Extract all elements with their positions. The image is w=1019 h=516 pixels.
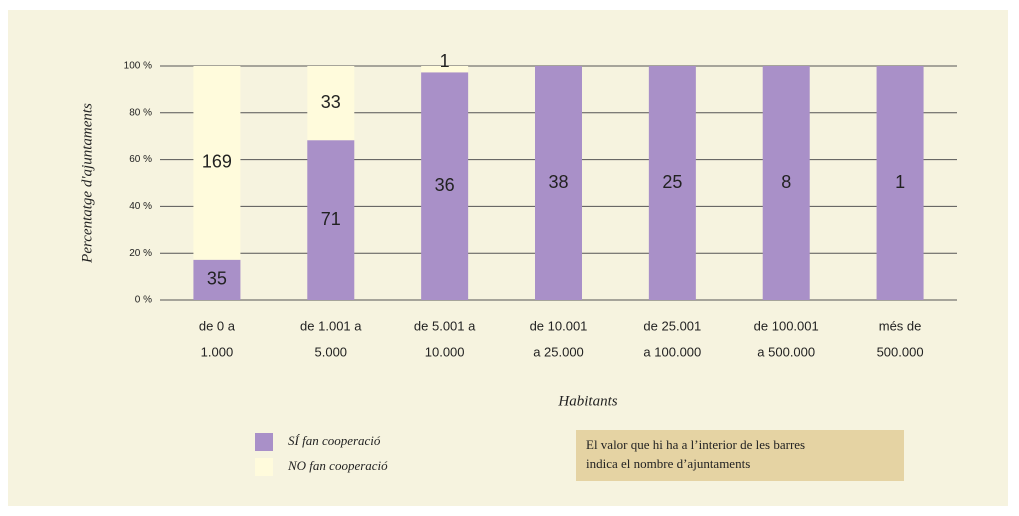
count-label: 36 — [435, 175, 455, 195]
count-label: 35 — [207, 269, 227, 289]
panel — [8, 10, 1008, 506]
y-tick-label: 0 % — [135, 295, 152, 306]
legend-label: NO fan cooperació — [287, 458, 388, 473]
x-tick-label: de 1.001 a — [300, 318, 362, 333]
bar-segment — [421, 66, 469, 73]
x-tick-label: de 5.001 a — [414, 318, 476, 333]
count-label: 1 — [440, 51, 450, 71]
x-tick-label: de 10.001 — [530, 318, 588, 333]
x-tick-label: de 25.001 — [643, 318, 701, 333]
x-tick-label: a 500.000 — [757, 344, 815, 359]
y-tick-label: 40 % — [129, 201, 152, 212]
note: indica el nombre d’ajuntaments — [586, 456, 750, 471]
legend-swatch — [255, 433, 273, 451]
note: El valor que hi ha a l’interior de les b… — [586, 437, 805, 452]
count-label: 33 — [321, 92, 341, 112]
y-tick-label: 100 % — [124, 61, 152, 72]
legend-label: SÍ fan cooperació — [288, 433, 381, 448]
bar-segment — [648, 66, 696, 300]
legend-swatch — [255, 458, 273, 476]
y-tick-label: 20 % — [129, 248, 152, 259]
count-label: 8 — [781, 172, 791, 192]
bar-segment — [193, 259, 241, 300]
x-tick-label: de 0 a — [199, 318, 236, 333]
y-axis-label: Percentatge d'ajuntaments — [79, 103, 95, 264]
bar-segment — [307, 140, 355, 300]
x-tick-label: 500.000 — [877, 344, 924, 359]
bar-segment — [762, 66, 810, 300]
count-label: 38 — [548, 172, 568, 192]
note-box — [576, 430, 904, 481]
x-tick-label: de 100.001 — [754, 318, 819, 333]
bar-segment — [535, 66, 582, 300]
bar-segment — [307, 66, 355, 141]
count-label: 71 — [321, 209, 341, 229]
bar-segment — [876, 66, 924, 300]
bar-segment — [421, 72, 469, 301]
x-tick-label: més de — [879, 318, 922, 333]
x-tick-label: 10.000 — [425, 344, 465, 359]
y-tick-label: 80 % — [129, 107, 152, 118]
x-tick-label: 1.000 — [201, 344, 234, 359]
count-label: 1 — [895, 172, 905, 192]
y-tick-label: 60 % — [129, 154, 152, 165]
x-tick-label: a 100.000 — [643, 344, 701, 359]
count-label: 25 — [662, 172, 682, 192]
x-tick-label: 5.000 — [315, 344, 348, 359]
count-label: 169 — [202, 152, 232, 172]
x-tick-label: a 25.000 — [533, 344, 584, 359]
x-axis-label: Habitants — [557, 393, 617, 409]
bar-segment — [193, 66, 241, 260]
